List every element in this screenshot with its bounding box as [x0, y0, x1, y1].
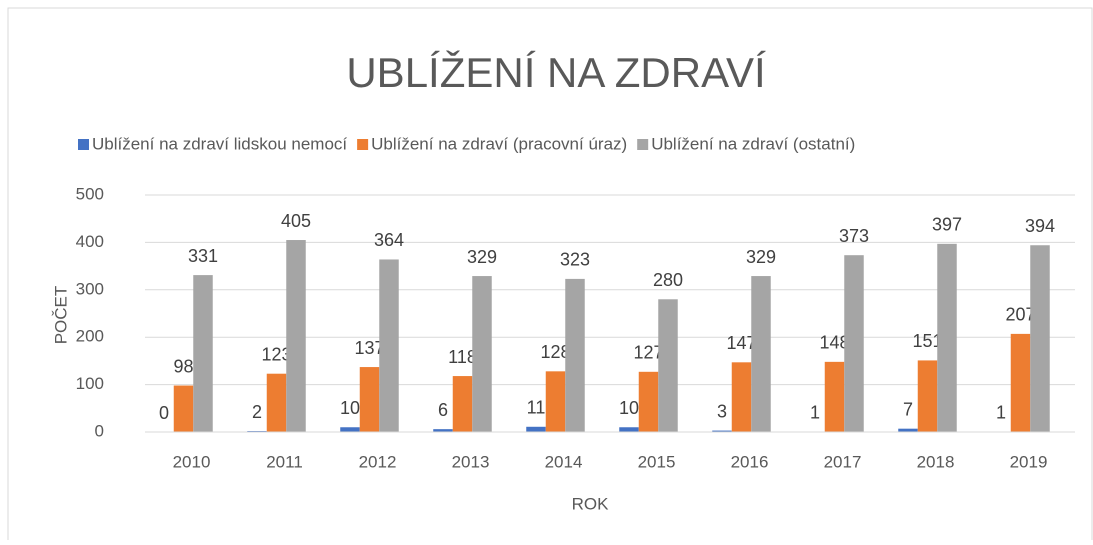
x-tick-label: 2019	[1010, 452, 1048, 471]
value-label: 0	[159, 403, 169, 423]
bar	[174, 386, 194, 432]
bar	[732, 362, 752, 432]
value-label: 329	[746, 247, 776, 267]
value-label: 364	[374, 230, 404, 250]
x-tick-label: 2012	[359, 452, 397, 471]
bar	[379, 259, 399, 432]
legend-swatch	[78, 139, 89, 150]
bar	[340, 427, 360, 432]
bar	[639, 372, 659, 432]
x-tick-label: 2013	[452, 452, 490, 471]
value-label: 6	[438, 400, 448, 420]
bar	[193, 275, 213, 432]
value-label: 405	[281, 211, 311, 231]
bar	[1011, 334, 1031, 432]
bar	[526, 427, 546, 432]
value-label: 323	[560, 250, 590, 270]
x-tick-label: 2015	[638, 452, 676, 471]
legend-label: Ublížení na zdraví (ostatní)	[651, 134, 855, 153]
bar	[286, 240, 306, 432]
value-label: 373	[839, 226, 869, 246]
y-tick-label: 400	[76, 232, 104, 251]
bar	[619, 427, 639, 432]
bar	[1030, 245, 1050, 432]
value-label: 98	[173, 356, 193, 376]
value-label: 1	[810, 402, 820, 422]
legend-swatch	[357, 139, 368, 150]
bar	[658, 299, 678, 432]
y-tick-label: 200	[76, 327, 104, 346]
y-tick-label: 500	[76, 184, 104, 203]
value-label: 10	[619, 398, 639, 418]
bar	[472, 276, 492, 432]
y-tick-label: 100	[76, 374, 104, 393]
bar	[825, 362, 845, 432]
legend-label: Ublížení na zdraví (pracovní úraz)	[371, 134, 627, 153]
bar	[937, 244, 957, 432]
bar	[751, 276, 771, 432]
bar	[360, 367, 380, 432]
x-tick-label: 2014	[545, 452, 583, 471]
value-label: 331	[188, 246, 218, 266]
bar	[546, 371, 566, 432]
value-label: 2	[252, 402, 262, 422]
bar	[918, 360, 938, 432]
x-axis-label: ROK	[572, 494, 610, 513]
value-label: 3	[717, 401, 727, 421]
x-tick-label: 2016	[731, 452, 769, 471]
value-label: 11	[527, 398, 546, 418]
bar	[844, 255, 864, 432]
value-label: 394	[1025, 216, 1055, 236]
x-tick-label: 2010	[173, 452, 211, 471]
y-axis-label: POČET	[51, 286, 70, 345]
value-label: 280	[653, 270, 683, 290]
bar	[453, 376, 473, 432]
value-label: 7	[903, 399, 913, 419]
bar	[267, 374, 287, 432]
x-tick-label: 2011	[266, 452, 303, 471]
y-tick-label: 0	[95, 421, 104, 440]
value-label: 329	[467, 247, 497, 267]
x-tick-label: 2018	[917, 452, 955, 471]
x-tick-label: 2017	[824, 452, 862, 471]
value-label: 1	[996, 402, 1006, 422]
value-label: 397	[932, 215, 962, 235]
legend-swatch	[637, 139, 648, 150]
legend-label: Ublížení na zdraví lidskou nemocí	[92, 134, 347, 153]
value-label: 10	[340, 398, 360, 418]
y-tick-label: 300	[76, 279, 104, 298]
chart-title: UBLÍŽENÍ NA ZDRAVÍ	[346, 49, 766, 96]
bar	[565, 279, 585, 432]
